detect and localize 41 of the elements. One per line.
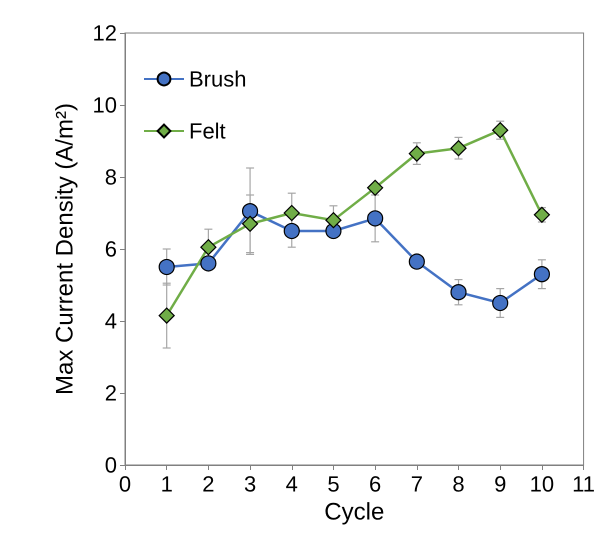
point xyxy=(408,146,425,162)
x-tick-label: 7 xyxy=(410,472,423,496)
point xyxy=(450,284,467,300)
point xyxy=(284,222,300,240)
y-tick-label: 2 xyxy=(104,380,117,406)
x-tick-label: 6 xyxy=(369,472,382,496)
y-tick-label: 4 xyxy=(104,308,117,334)
point xyxy=(367,210,384,226)
x-axis-title: Cycle xyxy=(324,498,384,526)
point xyxy=(367,180,384,196)
x-tick-label: 9 xyxy=(494,472,506,496)
point xyxy=(450,140,467,156)
y-tick-label: 12 xyxy=(92,20,117,46)
y-axis-title: Max Current Density (A/m²) xyxy=(52,102,78,396)
y-tick-label: 0 xyxy=(104,452,117,478)
point xyxy=(284,204,300,222)
x-tick-label: 4 xyxy=(286,472,298,496)
x-tick-label: 2 xyxy=(202,472,215,496)
x-tick-label: 5 xyxy=(327,472,340,496)
point xyxy=(200,239,216,256)
point xyxy=(242,203,258,220)
x-tick-label: 10 xyxy=(530,472,554,496)
point xyxy=(242,216,258,232)
point xyxy=(534,266,550,282)
x-tick-label: 1 xyxy=(160,472,173,496)
y-tick-label: 10 xyxy=(92,92,117,118)
x-tick-label: 11 xyxy=(572,472,596,496)
legend-label: Brush xyxy=(189,66,246,92)
point xyxy=(492,122,508,138)
point xyxy=(492,294,508,312)
legend-label: Felt xyxy=(189,118,226,144)
point xyxy=(534,206,550,223)
x-tick-label: 3 xyxy=(244,472,256,496)
point xyxy=(200,255,216,272)
point xyxy=(158,308,175,324)
x-tick-label: 8 xyxy=(452,472,465,496)
y-tick-label: 8 xyxy=(104,164,117,190)
y-tick-label: 6 xyxy=(104,236,117,262)
point xyxy=(408,254,425,270)
point xyxy=(325,212,342,228)
point xyxy=(158,258,175,276)
